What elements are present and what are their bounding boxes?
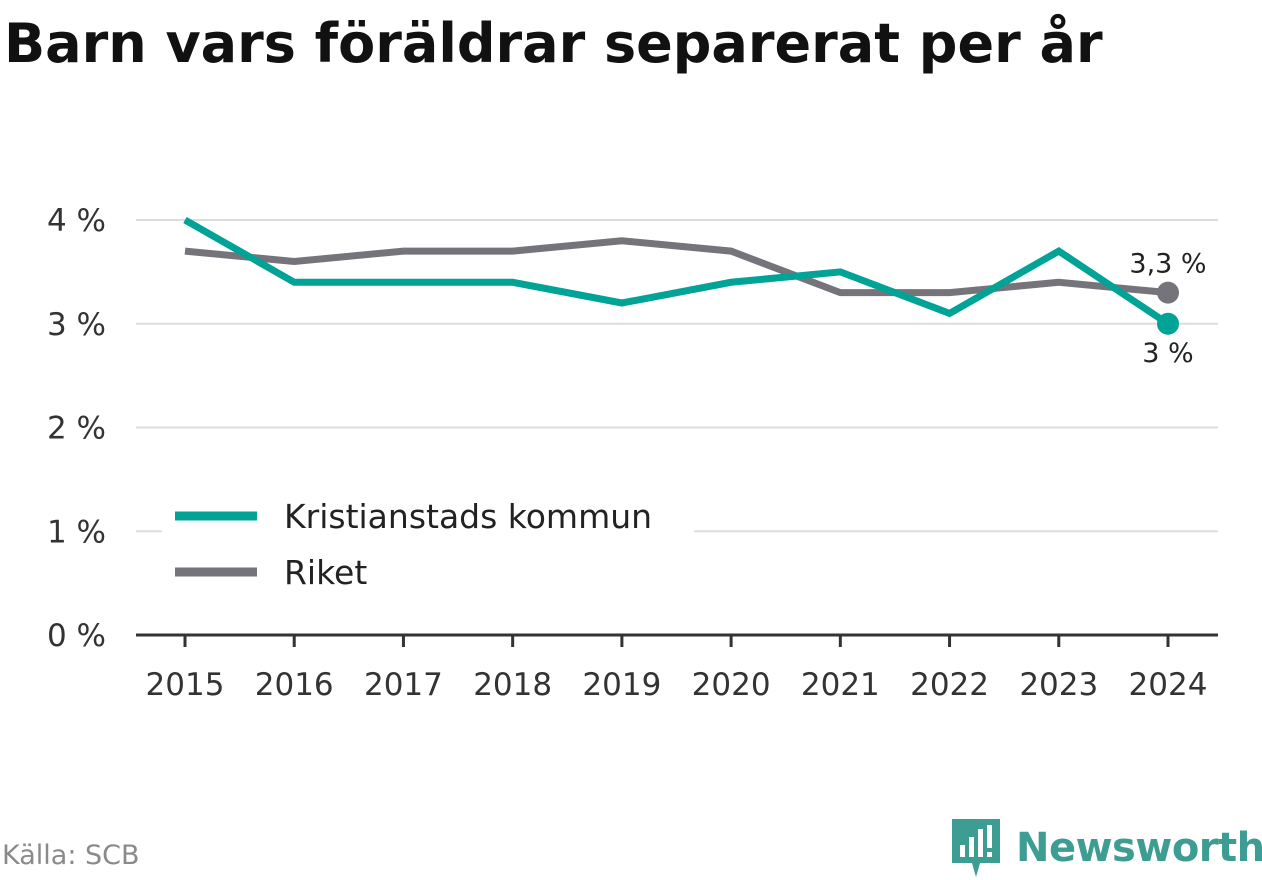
x-tick-label: 2016 xyxy=(255,667,334,703)
end-markers: 3 % 3,3 % xyxy=(1129,249,1206,369)
gridlines xyxy=(136,219,1218,533)
end-point-marker xyxy=(1157,312,1179,335)
x-tick-label: 2022 xyxy=(910,667,989,703)
x-tick-label: 2024 xyxy=(1129,667,1208,703)
chart-title: Barn vars föräldrar separerat per år xyxy=(4,12,1103,75)
end-point-marker xyxy=(1157,281,1179,304)
series-line-kristianstads-kommun xyxy=(183,216,1170,327)
y-tick-label: 4 % xyxy=(47,203,106,239)
x-tick-label: 2017 xyxy=(364,667,443,703)
legend-background xyxy=(162,488,694,608)
newsworthy-logo: Newsworthy xyxy=(950,816,1262,880)
series-line-riket xyxy=(184,237,1169,297)
series-lines xyxy=(183,216,1170,327)
y-tick-label: 1 % xyxy=(47,514,106,550)
x-tick-label: 2021 xyxy=(801,667,880,703)
x-tick-label: 2020 xyxy=(692,667,771,703)
x-tick-label: 2023 xyxy=(1019,667,1098,703)
legend-label: Riket xyxy=(284,553,367,592)
end-value-label: 3 % xyxy=(1142,338,1193,369)
y-tick-label: 0 % xyxy=(47,618,106,654)
source-note: Källa: SCB xyxy=(2,840,140,871)
x-tick-label: 2015 xyxy=(146,667,225,703)
y-tick-label: 3 % xyxy=(47,307,106,343)
newsworthy-logo-icon xyxy=(952,819,1000,877)
x-tick-label: 2018 xyxy=(473,667,552,703)
x-axis-ticks: 2015 2016 2017 2018 2019 2020 2021 2022 2023 2024 xyxy=(146,635,1208,703)
end-value-label: 3,3 % xyxy=(1129,249,1206,280)
x-tick-label: 2019 xyxy=(582,667,661,703)
legend: Kristianstads kommun Riket xyxy=(162,488,694,608)
brand-name: Newsworthy xyxy=(1016,825,1262,871)
y-tick-label: 2 % xyxy=(47,411,106,447)
legend-label: Kristianstads kommun xyxy=(284,497,652,536)
y-axis-ticks: 0 % 1 % 2 % 3 % 4 % xyxy=(47,203,106,654)
